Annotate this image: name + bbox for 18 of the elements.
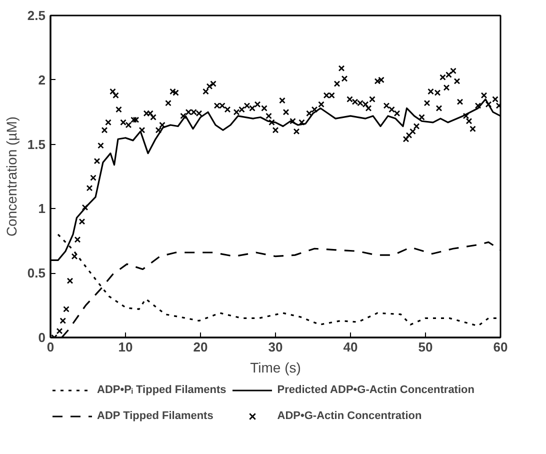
y-tick-label: 0 <box>38 330 46 345</box>
y-tick-label: 1.5 <box>27 136 46 152</box>
x-tick-label: 40 <box>343 340 358 354</box>
legend-label: ADP•Pᵢ Tipped Filaments <box>97 384 226 396</box>
legend-label: Predicted ADP•G-Actin Concentration <box>277 384 474 396</box>
y-tick-label: 2.5 <box>27 8 46 23</box>
x-tick-label: 20 <box>193 340 208 354</box>
y-tick-label: 0.5 <box>27 266 46 281</box>
y-tick-label: 2 <box>38 72 46 88</box>
legend-label: ADP•G-Actin Concentration <box>277 410 422 422</box>
x-tick-label: 60 <box>493 340 508 354</box>
x-tick-label: 50 <box>418 340 433 354</box>
x-tick-label: 10 <box>118 340 133 354</box>
x-tick-label: 30 <box>268 340 283 354</box>
y-tick-label: 1 <box>38 201 46 216</box>
legend-label: ADP Tipped Filaments <box>97 410 214 422</box>
x-axis-title: Time (s) <box>250 360 301 376</box>
y-axis-title: Concentration (µM) <box>3 116 20 237</box>
